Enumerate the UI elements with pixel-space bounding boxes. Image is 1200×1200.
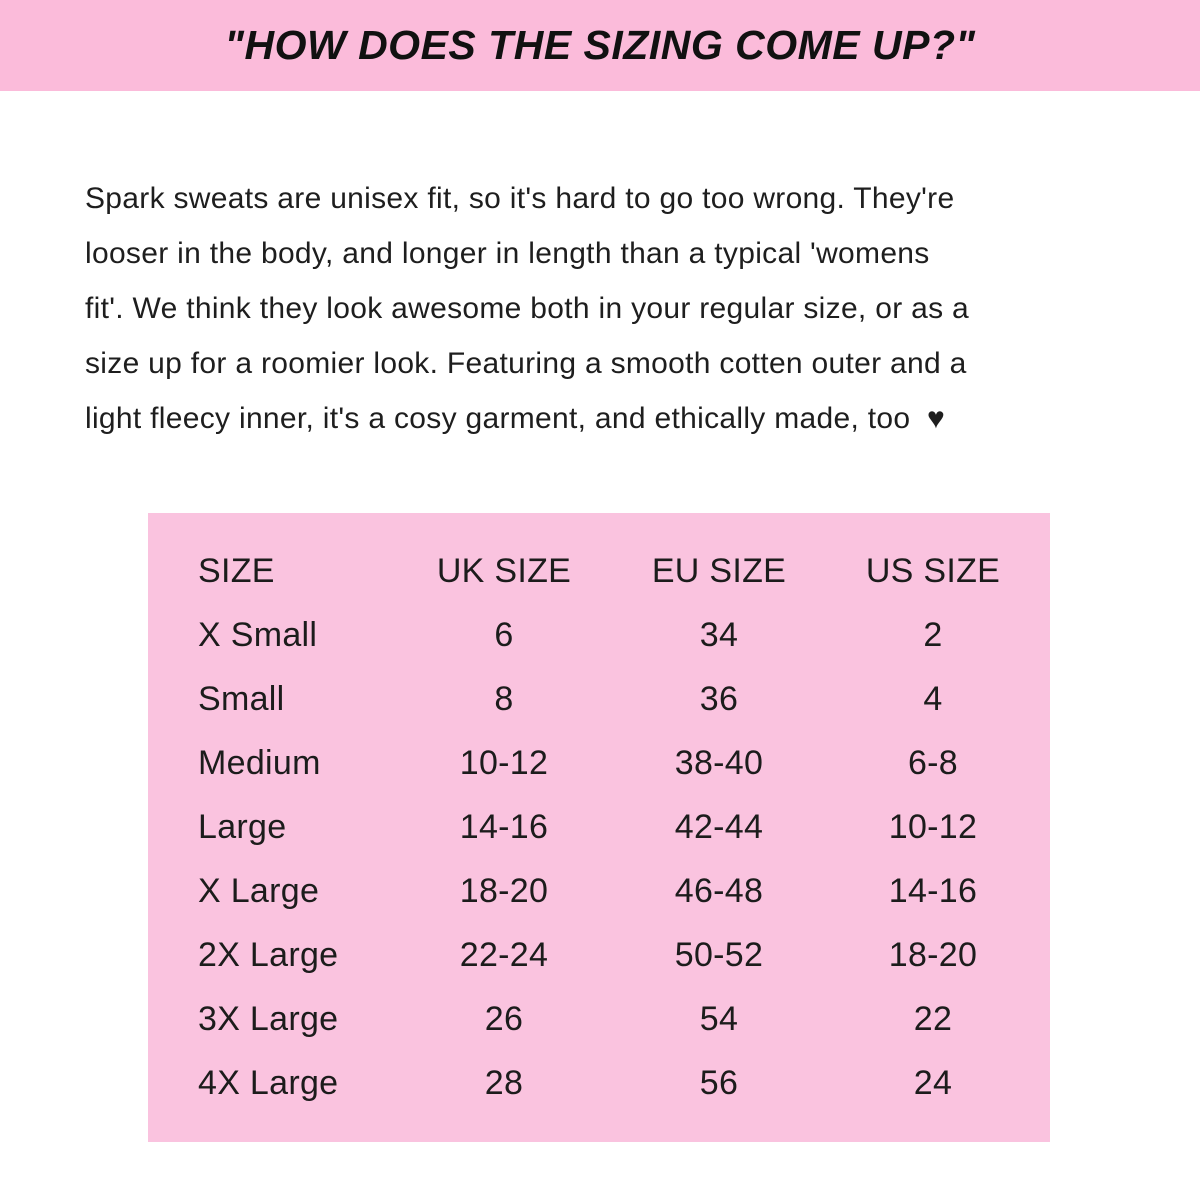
cell-eu-size: 42-44 — [674, 807, 764, 846]
cell-uk-size: 8 — [494, 679, 514, 718]
page-title: "HOW DOES THE SIZING COME UP?" — [224, 22, 976, 68]
table-row: 2X Large 22-24 50-52 18-20 — [198, 923, 1050, 987]
paragraph-line-text: light fleecy inner, it's a cosy garment,… — [85, 402, 911, 435]
cell-us-size: 6-8 — [907, 743, 959, 782]
paragraph-line: size up for a roomier look. Featuring a … — [85, 347, 967, 380]
paragraph-line: light fleecy inner, it's a cosy garment,… — [85, 391, 1200, 446]
table-row: Small 8 36 4 — [198, 667, 1050, 731]
paragraph-line: looser in the body, and longer in length… — [85, 237, 930, 270]
column-header-size: SIZE — [198, 551, 275, 590]
cell-eu-size: 56 — [699, 1063, 739, 1102]
paragraph-line: Spark sweats are unisex fit, so it's har… — [85, 182, 955, 215]
cell-us-size: 18-20 — [888, 935, 978, 974]
paragraph-line: fit'. We think they look awesome both in… — [85, 292, 970, 325]
cell-eu-size: 34 — [699, 615, 739, 654]
column-header-us-size: US SIZE — [865, 551, 1001, 590]
cell-size: X Small — [198, 615, 318, 654]
cell-size: Large — [198, 807, 287, 846]
cell-eu-size: 36 — [699, 679, 739, 718]
cell-uk-size: 26 — [484, 999, 524, 1038]
cell-eu-size: 54 — [699, 999, 739, 1038]
intro-paragraph: Spark sweats are unisex fit, so it's har… — [85, 171, 1200, 446]
column-header-uk-size: UK SIZE — [436, 551, 572, 590]
cell-us-size: 4 — [923, 679, 943, 718]
cell-us-size: 2 — [923, 615, 943, 654]
column-header-eu-size: EU SIZE — [651, 551, 787, 590]
cell-size: Medium — [198, 743, 321, 782]
table-row: X Small 6 34 2 — [198, 603, 1050, 667]
table-row: 4X Large 28 56 24 — [198, 1051, 1050, 1115]
cell-uk-size: 22-24 — [459, 935, 549, 974]
cell-size: 3X Large — [198, 999, 339, 1038]
header-banner: "HOW DOES THE SIZING COME UP?" — [0, 0, 1200, 91]
heart-icon: ♥ — [927, 402, 946, 435]
cell-eu-size: 38-40 — [674, 743, 764, 782]
size-table: SIZE UK SIZE EU SIZE US SIZE X Small 6 3… — [148, 513, 1050, 1142]
cell-us-size: 24 — [913, 1063, 953, 1102]
table-header-row: SIZE UK SIZE EU SIZE US SIZE — [198, 539, 1050, 603]
table-row: Large 14-16 42-44 10-12 — [198, 795, 1050, 859]
cell-eu-size: 46-48 — [674, 871, 764, 910]
cell-us-size: 14-16 — [888, 871, 978, 910]
cell-uk-size: 28 — [484, 1063, 524, 1102]
cell-uk-size: 10-12 — [459, 743, 549, 782]
cell-uk-size: 14-16 — [459, 807, 549, 846]
cell-uk-size: 18-20 — [459, 871, 549, 910]
cell-us-size: 22 — [913, 999, 953, 1038]
table-row: Medium 10-12 38-40 6-8 — [198, 731, 1050, 795]
cell-eu-size: 50-52 — [674, 935, 764, 974]
cell-uk-size: 6 — [494, 615, 514, 654]
cell-us-size: 10-12 — [888, 807, 978, 846]
table-row: X Large 18-20 46-48 14-16 — [198, 859, 1050, 923]
cell-size: 4X Large — [198, 1063, 339, 1102]
cell-size: X Large — [198, 871, 320, 910]
cell-size: 2X Large — [198, 935, 339, 974]
cell-size: Small — [198, 679, 285, 718]
table-row: 3X Large 26 54 22 — [198, 987, 1050, 1051]
